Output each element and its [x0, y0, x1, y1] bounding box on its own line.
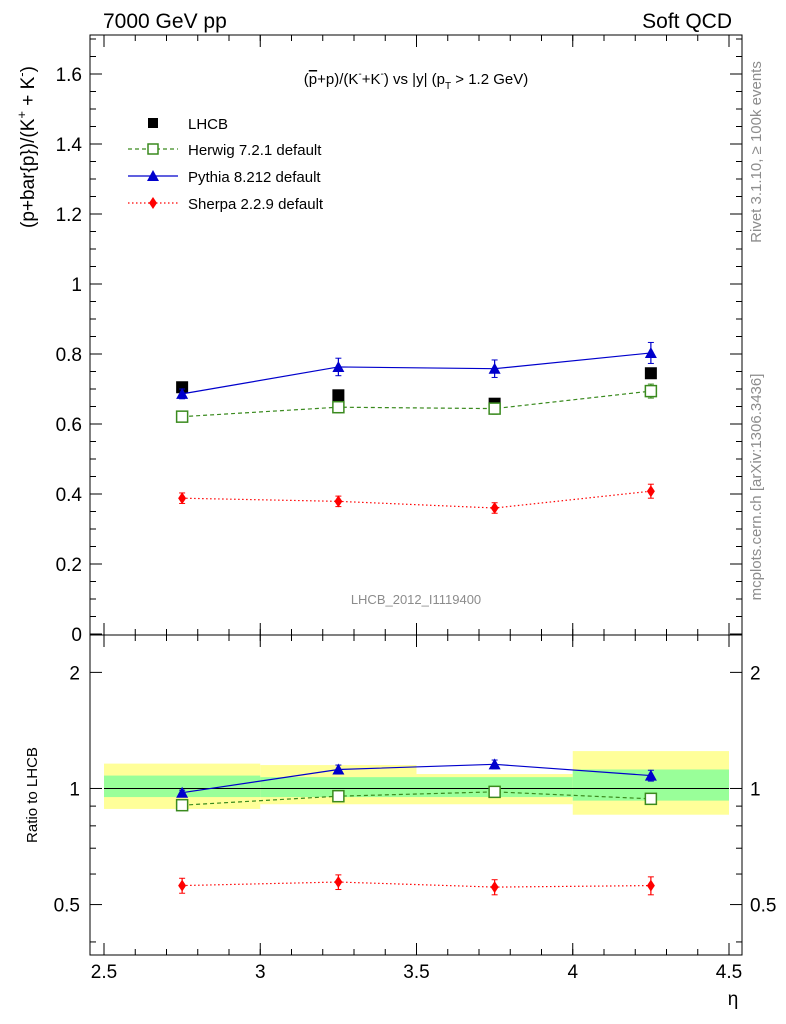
legend-item-pythia: Pythia 8.212 default [128, 169, 321, 186]
main-point-sherpa [646, 485, 655, 498]
x-tick-label: 4.5 [716, 962, 742, 983]
ratio-band-green [260, 777, 417, 798]
main-y-tick-label: 1 [71, 275, 82, 296]
main-point-pythia [488, 362, 501, 374]
ratio-y-tick-label: 2 [69, 663, 80, 684]
main-y-tick-label: 1.6 [56, 65, 82, 86]
ratio-point-herwig [175, 798, 189, 812]
main-series-layer [175, 341, 658, 514]
ratio-y-tick-label: 1 [69, 779, 80, 800]
x-tick-label: 3 [255, 962, 266, 983]
rivet-version-label: Rivet 3.1.10, ≥ 100k events [748, 61, 765, 243]
ratio-point-herwig [488, 785, 501, 799]
main-point-pythia [644, 346, 657, 358]
legend-item-lhcb: LHCB [148, 116, 228, 133]
plot-title: (p+p)/(K-+K-) vs |y| (pT > 1.2 GeV) [304, 69, 528, 92]
ratio-point-sherpa [490, 881, 499, 894]
header-energy-label: 7000 GeV pp [103, 10, 227, 33]
main-y-tick-label: 0.6 [56, 415, 82, 436]
ratio-y-axis-label: Ratio to LHCB [24, 747, 41, 843]
ratio-point-pythia [644, 769, 657, 781]
x-axis-label: η [728, 989, 739, 1010]
main-y-tick-label: 1.2 [56, 205, 82, 226]
ratio-plot-frame [89, 634, 743, 956]
ratio-point-sherpa [334, 876, 343, 889]
ratio-line-pythia [182, 763, 651, 794]
ratio-panel: 0.5 0.5 1 1 2 2 2.5 3 3.5 4 4.5 Ratio to LHCB η [24, 634, 776, 1010]
ratio-point-herwig [644, 792, 658, 806]
legend-marker-sherpa [149, 197, 157, 209]
ratio-line-sherpa [182, 881, 651, 888]
main-point-sherpa [334, 495, 343, 508]
legend-marker-lhcb [148, 118, 158, 128]
main-point-lhcb [176, 381, 189, 394]
ratio-point-pythia [176, 786, 189, 798]
x-tick-label: 4 [567, 962, 578, 983]
main-point-lhcb [644, 367, 657, 380]
ratio-axis-ticks: 0.5 0.5 1 1 2 2 2.5 3 3.5 4 4.5 [54, 635, 776, 983]
ratio-uncertainty-bands [104, 751, 729, 815]
ratio-point-pythia [488, 758, 501, 770]
header-category-label: Soft QCD [642, 10, 732, 33]
ratio-band-green [104, 775, 261, 798]
x-tick-label: 2.5 [91, 962, 117, 983]
main-point-herwig [332, 400, 345, 414]
main-point-herwig [644, 384, 658, 398]
legend: LHCB Herwig 7.2.1 default Pythia 8.212 d… [128, 116, 324, 213]
main-point-pythia [176, 387, 189, 399]
legend-item-sherpa: Sherpa 2.2.9 default [128, 196, 324, 213]
main-panel: LHCB_2012_I1119400 (p+p)/(K-+K-) vs |y| … [14, 34, 743, 646]
main-point-herwig [488, 402, 501, 415]
main-axis-ticks: 0 0.2 0.4 0.6 0.8 1 1.2 1.4 1.6 [56, 35, 742, 646]
ratio-point-pythia [332, 763, 345, 775]
legend-marker-herwig [147, 143, 159, 155]
ratio-y-tick-label-right: 2 [750, 663, 761, 684]
main-point-pythia [332, 360, 345, 372]
main-point-sherpa [178, 492, 187, 505]
main-point-herwig [175, 410, 189, 423]
main-line-sherpa [182, 490, 651, 509]
main-y-tick-label: 1.4 [56, 135, 83, 156]
ratio-point-sherpa [178, 879, 187, 892]
main-y-tick-label: 0.4 [56, 485, 83, 506]
legend-label-herwig: Herwig 7.2.1 default [188, 142, 322, 159]
ratio-y-tick-label-right: 0.5 [750, 896, 776, 917]
ratio-y-tick-label-right: 1 [750, 779, 761, 800]
legend-label-pythia: Pythia 8.212 default [188, 169, 321, 186]
main-y-tick-label: 0 [71, 625, 82, 646]
main-point-sherpa [490, 502, 499, 514]
ratio-series-layer [175, 758, 658, 896]
ratio-line-herwig [182, 791, 651, 806]
legend-label-lhcb: LHCB [188, 116, 228, 133]
analysis-watermark: LHCB_2012_I1119400 [351, 592, 481, 607]
legend-marker-pythia [147, 170, 159, 181]
legend-label-sherpa: Sherpa 2.2.9 default [188, 196, 324, 213]
main-point-lhcb [332, 389, 345, 402]
main-y-tick-label: 0.2 [56, 555, 82, 576]
mcplots-reference-label: mcplots.cern.ch [arXiv:1306.3436] [748, 374, 765, 601]
legend-item-herwig: Herwig 7.2.1 default [128, 142, 322, 159]
main-line-herwig [182, 390, 651, 418]
ratio-point-herwig [332, 789, 345, 803]
ratio-y-tick-label: 0.5 [54, 896, 80, 917]
main-y-axis-label: (p+bar{p})/(K+ + K-) [14, 66, 39, 228]
main-line-pythia [182, 352, 651, 395]
x-tick-label: 3.5 [403, 962, 429, 983]
ratio-point-sherpa [646, 879, 655, 892]
main-y-tick-label: 0.8 [56, 345, 82, 366]
